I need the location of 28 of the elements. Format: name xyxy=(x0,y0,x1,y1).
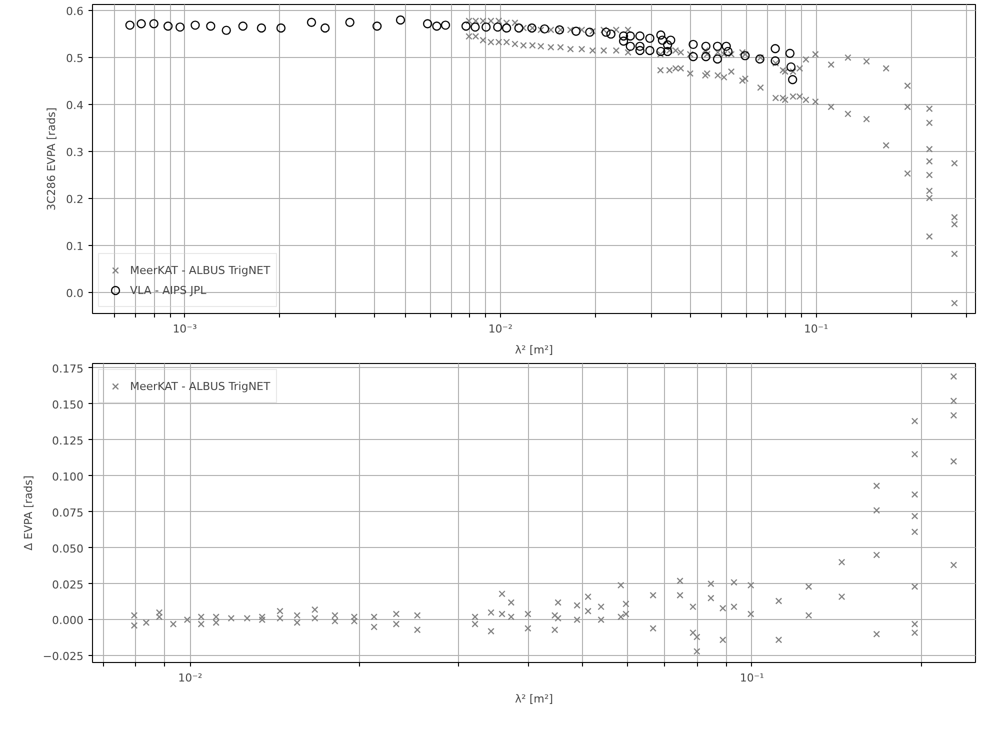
legend-label: MeerKAT - ALBUS TrigNET xyxy=(130,264,270,276)
y-tick-label: 0.150 xyxy=(52,398,84,412)
y-tick-label: 0.025 xyxy=(52,578,84,592)
y-tick-label: 0.3 xyxy=(66,146,84,159)
y-axis-title: 3C286 EVPA [rads] xyxy=(45,107,58,211)
y-tick-label: 0.000 xyxy=(52,614,84,628)
x-axis-title: λ² [m²] xyxy=(514,344,554,356)
x-tick-label: 10⁻¹ xyxy=(740,672,764,684)
y-axis-title: Δ EVPA [rads] xyxy=(22,475,35,551)
x-tick-label: 10⁻³ xyxy=(172,322,197,336)
y-tick-label: 0.1 xyxy=(66,240,84,253)
y-tick-label: 0.4 xyxy=(66,99,84,112)
x-tick-label: 10⁻¹ xyxy=(804,322,828,336)
y-tick-label: −0.025 xyxy=(42,650,84,664)
x-tick-label: 10⁻² xyxy=(178,672,202,684)
y-tick-label: 0.6 xyxy=(66,5,84,18)
y-tick-label: 0.075 xyxy=(52,506,84,520)
x-axis-title: λ² [m²] xyxy=(514,692,554,706)
x-tick-label: 10⁻² xyxy=(488,322,513,336)
y-tick-label: 0.175 xyxy=(52,362,84,376)
y-tick-label: 0.050 xyxy=(52,542,84,556)
text: MeerKAT - ALBUS TrigNET xyxy=(130,380,270,392)
y-tick-label: 0.2 xyxy=(66,192,84,206)
y-tick-label: 0.100 xyxy=(52,470,84,484)
y-tick-label: 0.125 xyxy=(52,434,84,448)
legend-label: VLA - AIPS JPL xyxy=(130,284,206,296)
y-tick-label: 0.5 xyxy=(66,52,84,66)
y-tick-label: 0.0 xyxy=(66,286,84,300)
